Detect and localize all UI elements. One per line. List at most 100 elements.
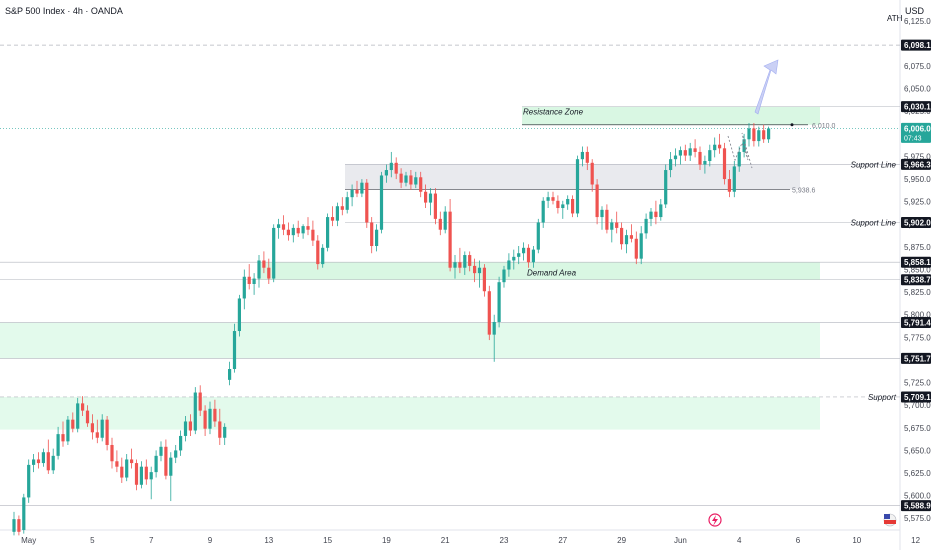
- candle-body: [326, 217, 330, 248]
- candle-body: [708, 150, 712, 161]
- candle-body: [203, 410, 207, 429]
- candle-body: [463, 255, 467, 268]
- price-label: 5,838.7: [904, 276, 931, 285]
- candle-body: [448, 211, 452, 268]
- zone-band-4: [0, 396, 820, 430]
- candle-body: [66, 419, 70, 442]
- candle-body: [399, 173, 403, 183]
- candle-body: [678, 150, 682, 156]
- price-label-bg: [901, 317, 931, 329]
- candle-body: [272, 227, 276, 279]
- candle-body: [120, 466, 124, 478]
- price-label-bg: [901, 352, 931, 364]
- candle-body: [531, 249, 535, 263]
- candle-body: [61, 434, 65, 442]
- x-tick-label: 21: [441, 536, 450, 545]
- x-tick-label: 5: [90, 536, 95, 545]
- candle-body: [232, 331, 237, 370]
- candle-body: [90, 423, 94, 433]
- candle-body: [281, 224, 286, 230]
- candle-body: [375, 229, 379, 247]
- projection-path: [727, 132, 753, 169]
- candle-body: [512, 256, 516, 261]
- candle-body: [311, 229, 315, 241]
- candle-body: [522, 247, 526, 254]
- x-tick-label: 12: [911, 536, 920, 545]
- candle-body: [585, 151, 589, 163]
- candle-body: [541, 200, 545, 223]
- candle-body: [228, 369, 232, 380]
- zone-band-3: [0, 322, 820, 359]
- price-label-bg: [901, 122, 931, 143]
- candle-body: [291, 227, 295, 236]
- candle-body: [492, 321, 496, 335]
- flag-stripe: [884, 520, 896, 524]
- candle-body: [125, 459, 129, 478]
- candle-body: [17, 519, 21, 532]
- candle-body: [644, 218, 648, 234]
- candle-body: [85, 410, 90, 424]
- candle-body: [571, 198, 575, 214]
- candle-body: [580, 151, 584, 160]
- candle-body: [767, 128, 771, 140]
- candle-body: [350, 189, 354, 198]
- price-label: 6,098.1: [904, 41, 931, 50]
- annotation-resistance-zone: Resistance Zone: [523, 108, 584, 117]
- candle-body: [673, 155, 678, 160]
- candle-body: [316, 240, 320, 265]
- x-tick-label: 19: [382, 536, 391, 545]
- candle-body: [659, 204, 663, 218]
- candle-body: [654, 211, 658, 218]
- candle-body: [575, 159, 580, 214]
- lightning-icon: [712, 515, 718, 526]
- candle-body: [32, 459, 36, 465]
- candle-body: [81, 403, 85, 411]
- candle-body: [482, 267, 486, 292]
- candle-body: [262, 260, 266, 268]
- y-tick-label: 5,650.0: [904, 446, 931, 455]
- candle-body: [130, 459, 134, 464]
- candle-body: [517, 253, 521, 257]
- candle-body: [693, 148, 697, 152]
- x-tick-label: 23: [500, 536, 509, 545]
- candle-body: [610, 222, 614, 230]
- y-tick-label: 5,850.0: [904, 266, 931, 275]
- candle-body: [718, 144, 722, 149]
- price-label-bg: [901, 500, 931, 512]
- candle-body: [727, 179, 731, 192]
- price-label: 5,791.4: [904, 319, 931, 328]
- candle-body: [752, 128, 756, 142]
- candle-body: [193, 392, 197, 431]
- candle-body: [188, 421, 192, 431]
- candle-body: [747, 128, 751, 140]
- candle-body: [595, 184, 599, 218]
- candle-body: [722, 148, 727, 180]
- x-tick-label: Jun: [674, 536, 687, 545]
- annotation-support-line: Support Line: [851, 160, 897, 169]
- candle-body: [174, 450, 178, 458]
- candle-body: [737, 151, 741, 167]
- candle-body: [546, 197, 550, 201]
- candle-body: [713, 144, 717, 151]
- candle-body: [340, 206, 344, 210]
- candle-body: [453, 262, 457, 268]
- candle-body: [286, 229, 290, 236]
- x-tick-label: 10: [852, 536, 861, 545]
- candle-body: [419, 177, 423, 192]
- candle-body: [277, 224, 281, 228]
- candle-body: [213, 408, 217, 422]
- candle-body: [134, 463, 139, 485]
- candle-body: [703, 160, 707, 165]
- candle-body: [566, 198, 570, 205]
- candle-body: [12, 519, 16, 532]
- candle-body: [404, 175, 408, 183]
- price-label: 5,751.7: [904, 354, 931, 363]
- y-tick-label: 6,125.0: [904, 17, 931, 26]
- price-label-bg: [901, 101, 931, 113]
- candle-body: [615, 222, 619, 228]
- price-label: 5,966.3: [904, 160, 931, 169]
- y-tick-label: 5,825.0: [904, 288, 931, 297]
- candle-body: [237, 298, 241, 332]
